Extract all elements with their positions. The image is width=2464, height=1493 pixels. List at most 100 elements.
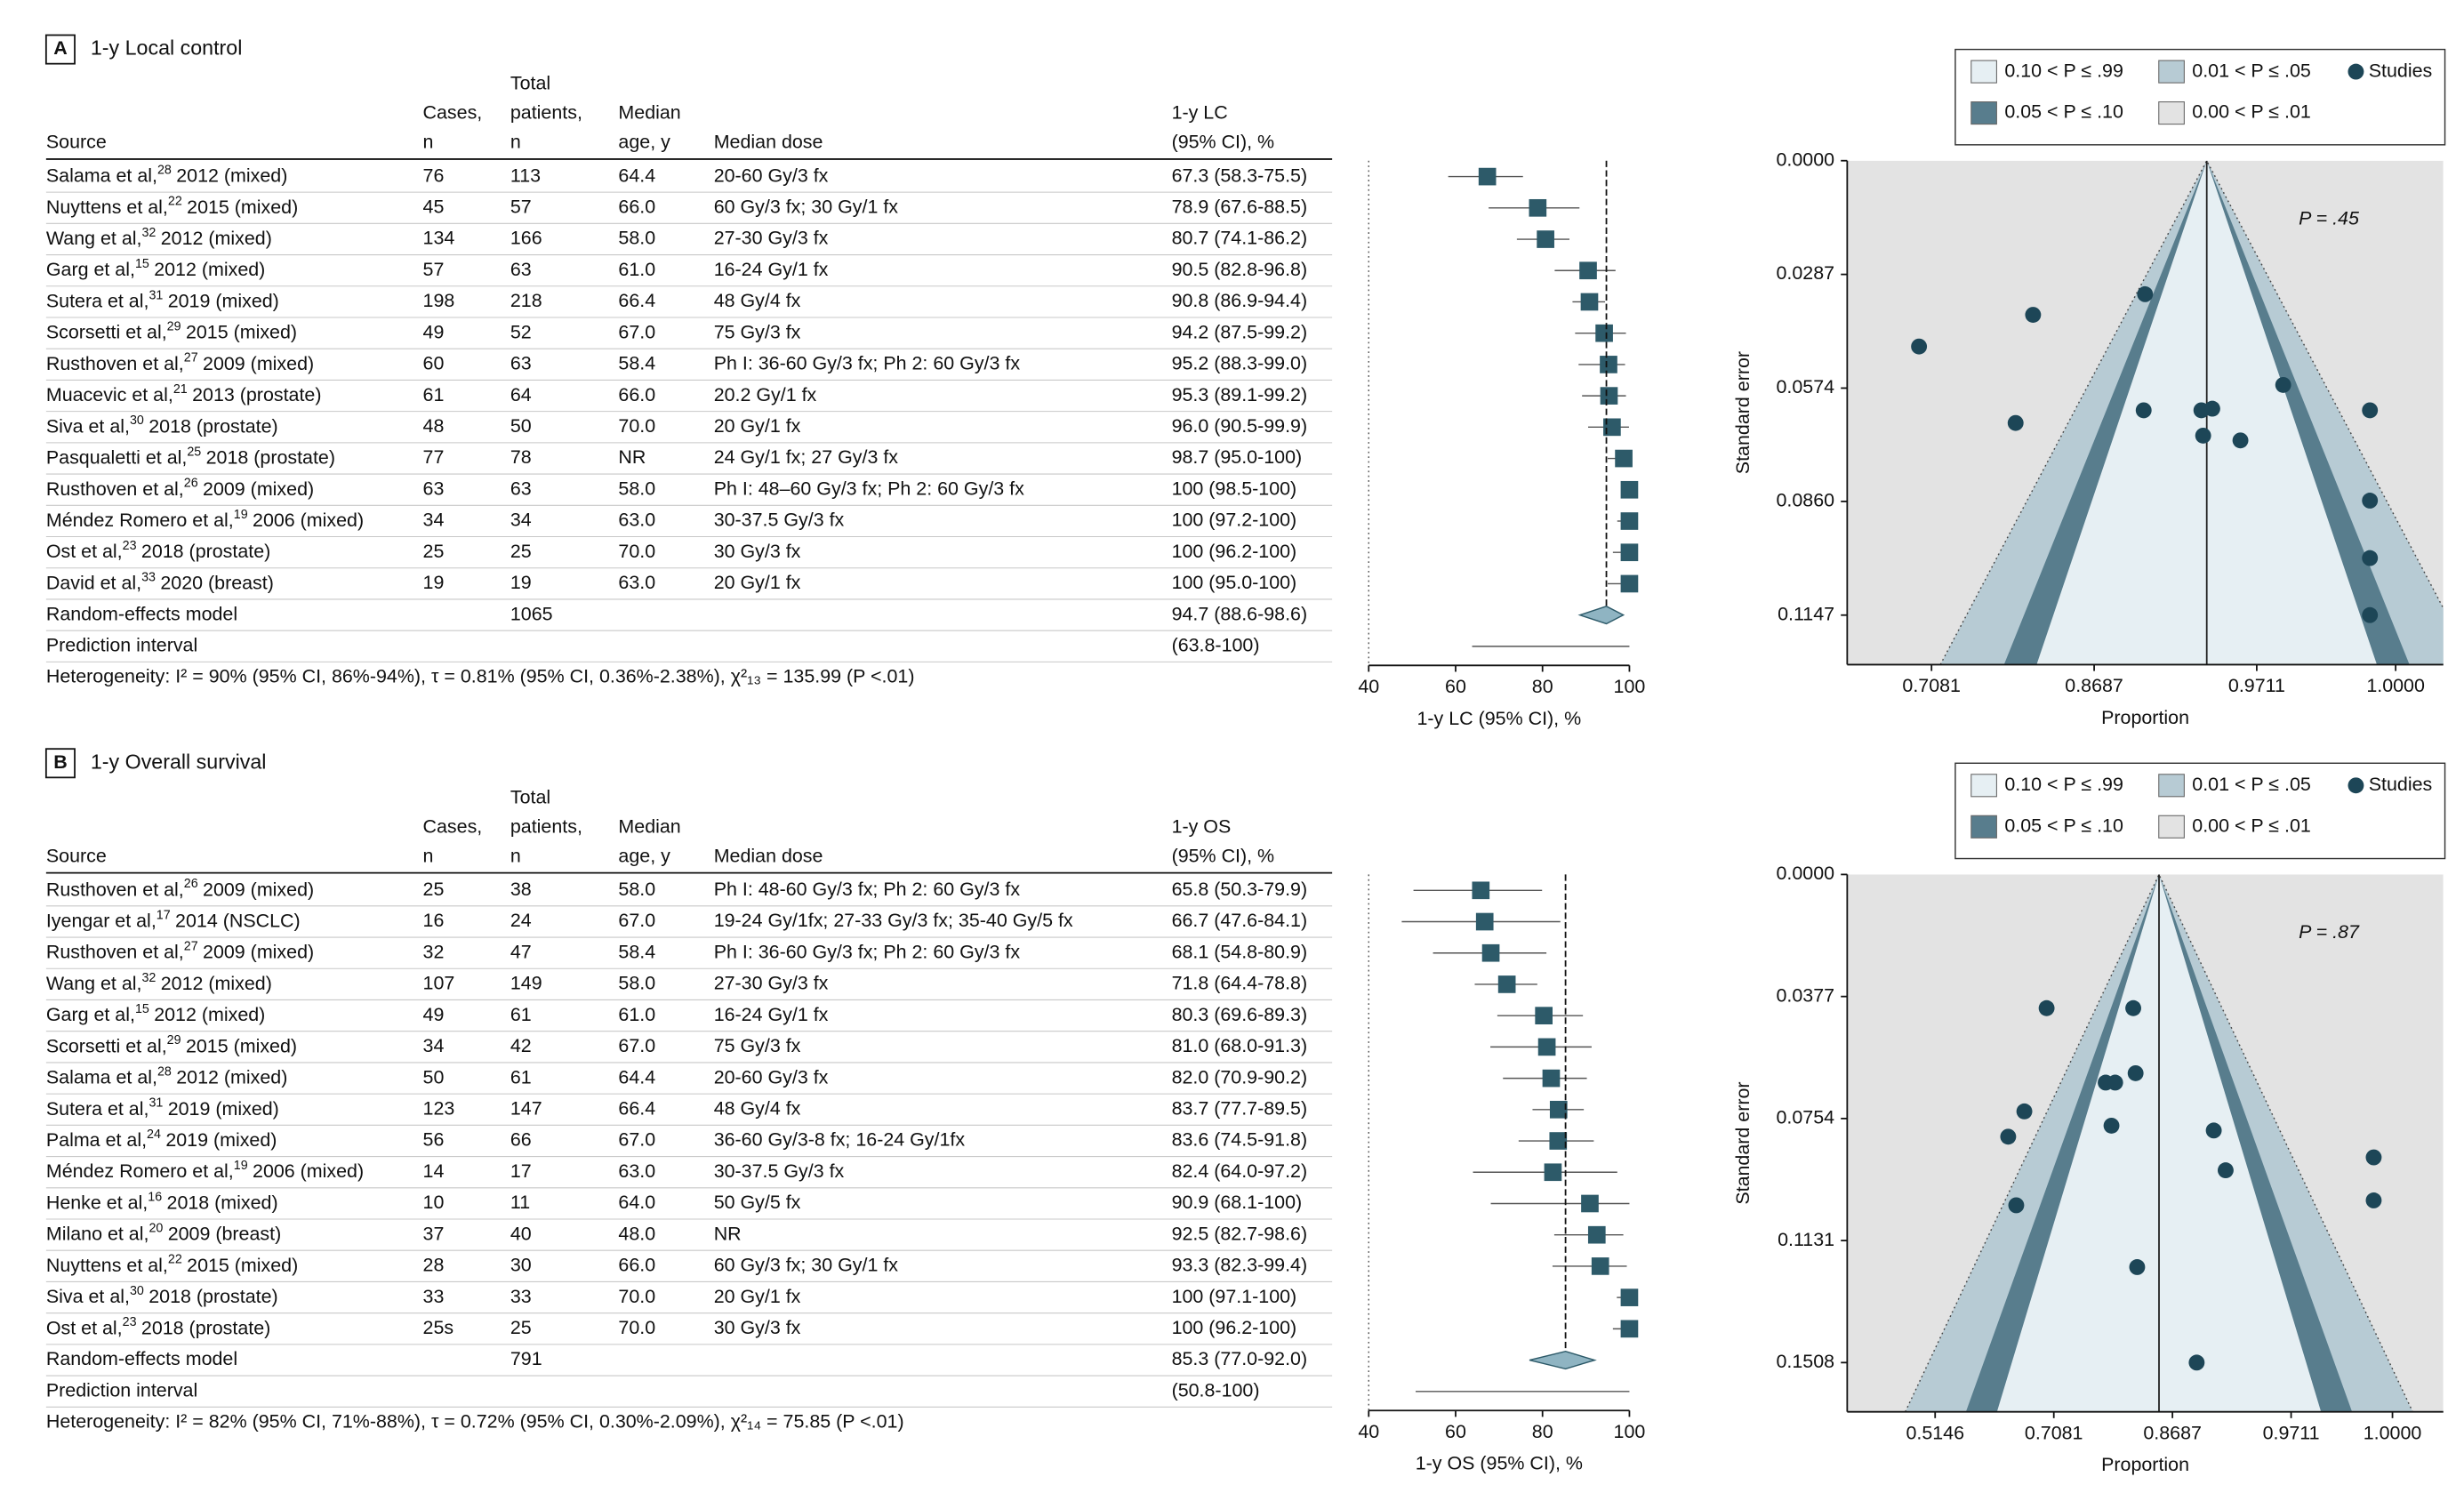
- ci-label: 95.3 (89.1-99.2): [1172, 384, 1308, 405]
- source-year: 2012 (mixed): [154, 259, 265, 280]
- x-tick-label: 80: [1532, 1421, 1553, 1442]
- source-year: 2014 (NSCLC): [175, 910, 301, 931]
- x-tick-label: 1.0000: [2366, 675, 2425, 696]
- source-author: Palma et al,: [46, 1129, 147, 1151]
- table-cell: 50 Gy/5 fx: [714, 1192, 801, 1213]
- legend-label: 0.10 < P ≤ .99: [2004, 774, 2123, 795]
- ci-label: 100 (97.2-100): [1172, 510, 1297, 531]
- study-point: [2016, 1103, 2033, 1120]
- table-cell: 33: [423, 1286, 445, 1307]
- x-tick-label: 40: [1358, 1421, 1379, 1442]
- table-cell: 66.4: [618, 290, 655, 311]
- x-axis-title: 1-y OS (95% CI), %: [1416, 1453, 1583, 1474]
- x-tick-label: 0.7081: [2025, 1422, 2083, 1443]
- estimate-square: [1581, 1194, 1599, 1213]
- source: Salama et al,28 2012 (mixed): [46, 1064, 288, 1088]
- table-cell: 67.0: [618, 1129, 655, 1151]
- source-author: David et al,: [46, 572, 141, 593]
- x-tick-label: 0.7081: [1902, 675, 1961, 696]
- table-cell: 70.0: [618, 1317, 655, 1338]
- prediction-ci-label: (50.8-100): [1172, 1379, 1260, 1401]
- table-cell: Ph I: 48–60 Gy/3 fx; Ph 2: 60 Gy/3 fx: [714, 478, 1024, 499]
- table-cell: 32: [423, 941, 445, 962]
- ci-label: 82.0 (70.9-90.2): [1172, 1066, 1308, 1088]
- source: Garg et al,15 2012 (mixed): [46, 1002, 265, 1025]
- table-cell: 20-60 Gy/3 fx: [714, 165, 829, 186]
- ci-label: 81.0 (68.0-91.3): [1172, 1035, 1308, 1056]
- table-cell: 113: [510, 165, 541, 186]
- table-cell: 10: [423, 1192, 445, 1213]
- pooled-diamond: [1529, 1350, 1597, 1370]
- ci-label: 100 (97.1-100): [1172, 1286, 1297, 1307]
- x-tick-label: 0.9711: [2263, 1422, 2320, 1443]
- y-tick-label: 0.0574: [1776, 376, 1834, 397]
- table-cell: 19: [510, 572, 532, 593]
- source-author: Rusthoven et al,: [46, 879, 184, 900]
- column-header: age, y: [618, 132, 670, 153]
- study-point: [2135, 402, 2152, 419]
- source: Rusthoven et al,26 2009 (mixed): [46, 877, 314, 900]
- table-cell: 63.0: [618, 572, 655, 593]
- source-author: Pasqualetti et al,: [46, 446, 188, 468]
- column-header: Total: [510, 786, 550, 807]
- source-year: 2019 (mixed): [165, 1129, 277, 1151]
- source-author: Salama et al,: [46, 165, 157, 186]
- study-point: [2125, 999, 2142, 1016]
- table-cell: 57: [510, 196, 532, 217]
- source-year: 2012 (mixed): [176, 1066, 287, 1088]
- p-value-annotation: P = .45: [2299, 208, 2359, 229]
- estimate-square: [1620, 1288, 1639, 1306]
- table-cell: 25: [423, 541, 445, 562]
- table-cell: 40: [510, 1223, 532, 1244]
- ci-label: 67.3 (58.3-75.5): [1172, 165, 1308, 186]
- table-cell: 11: [510, 1192, 530, 1213]
- source-reference: 23: [123, 539, 137, 553]
- x-axis-title: Proportion: [2101, 1454, 2189, 1475]
- table-cell: Ph I: 36-60 Gy/3 fx; Ph 2: 60 Gy/3 fx: [714, 353, 1021, 374]
- study-point: [2275, 376, 2291, 393]
- ci-label: 71.8 (64.4-78.8): [1172, 973, 1308, 994]
- source-author: Wang et al,: [46, 228, 142, 249]
- table-cell: 198: [423, 290, 455, 311]
- model-label: Random-effects model: [46, 603, 237, 624]
- legend-swatch: [2158, 774, 2185, 798]
- ci-label: 90.5 (82.8-96.8): [1172, 259, 1308, 280]
- source: Wang et al,32 2012 (mixed): [46, 971, 272, 994]
- table-cell: 57: [423, 259, 445, 280]
- y-tick-label: 0.0377: [1776, 984, 1834, 1006]
- legend-label: 0.05 < P ≤ .10: [2004, 815, 2123, 836]
- source-author: Nuyttens et al,: [46, 1255, 168, 1276]
- estimate-square: [1620, 574, 1639, 593]
- table-cell: 30 Gy/3 fx: [714, 541, 801, 562]
- table-cell: 34: [423, 1035, 445, 1056]
- y-tick-label: 0.1508: [1776, 1351, 1834, 1372]
- estimate-square: [1600, 387, 1618, 405]
- legend-swatch: [1970, 101, 1997, 125]
- table-cell: 58.4: [618, 941, 655, 962]
- prediction-label: Prediction interval: [46, 635, 197, 656]
- ci-label: 98.7 (95.0-100): [1172, 446, 1303, 468]
- table-cell: 30-37.5 Gy/3 fx: [714, 510, 845, 531]
- table-cell: 58.0: [618, 478, 655, 499]
- source-reference: 24: [147, 1128, 161, 1142]
- source-reference: 29: [167, 1033, 181, 1048]
- study-point: [2362, 606, 2379, 623]
- source-reference: 31: [148, 288, 163, 302]
- estimate-square: [1549, 1100, 1568, 1119]
- source-year: 2018 (prostate): [148, 1286, 277, 1307]
- y-axis-title: Standard error: [1732, 1081, 1754, 1204]
- estimate-square: [1591, 1257, 1609, 1275]
- source-year: 2006 (mixed): [253, 1160, 364, 1182]
- column-header: patients,: [510, 815, 582, 837]
- table-cell: 38: [510, 879, 532, 900]
- table-cell: 134: [423, 228, 455, 249]
- source-year: 2009 (breast): [168, 1223, 282, 1244]
- ci-label: 100 (95.0-100): [1172, 572, 1297, 593]
- column-header: Median: [618, 815, 680, 837]
- table-cell: 218: [510, 290, 542, 311]
- source: Rusthoven et al,27 2009 (mixed): [46, 351, 314, 374]
- table-cell: 56: [423, 1129, 445, 1151]
- x-axis-title: 1-y LC (95% CI), %: [1417, 708, 1582, 729]
- source-author: Scorsetti et al,: [46, 321, 167, 342]
